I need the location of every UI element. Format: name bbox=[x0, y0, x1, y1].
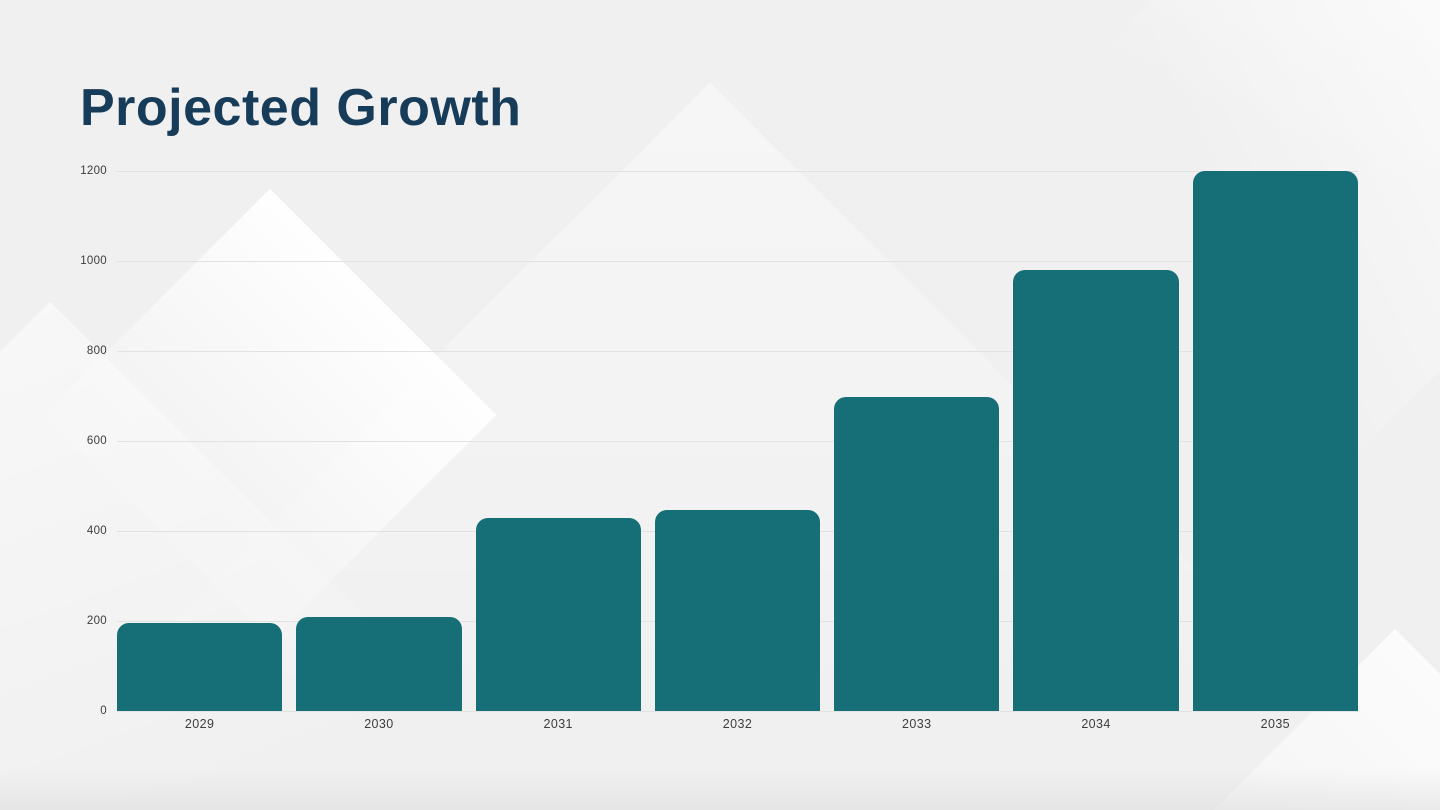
y-axis-tick-label: 0 bbox=[100, 705, 107, 717]
y-axis-tick-label: 800 bbox=[86, 345, 107, 357]
bar-slot-2030: 2030 bbox=[296, 171, 462, 731]
gridline-800 bbox=[117, 351, 1358, 352]
y-axis-tick-label: 200 bbox=[86, 615, 107, 627]
x-axis-tick-label: 2034 bbox=[1081, 717, 1111, 731]
bar-2033 bbox=[834, 396, 1000, 711]
y-axis-tick-label: 400 bbox=[86, 525, 107, 537]
background-bottom-gradient bbox=[0, 768, 1440, 810]
bar-slot-2033: 2033 bbox=[834, 171, 1000, 731]
gridline-1200 bbox=[117, 171, 1358, 172]
bar-2030 bbox=[296, 617, 462, 711]
x-axis-tick-label: 2031 bbox=[543, 717, 573, 731]
page-title: Projected Growth bbox=[80, 79, 522, 137]
bar-slot-2029: 2029 bbox=[117, 171, 283, 731]
y-axis-tick-label: 1000 bbox=[80, 255, 107, 267]
bars-row: 2029 2030 2031 2032 2033 2034 2035 bbox=[117, 171, 1358, 731]
bar-slot-2031: 2031 bbox=[475, 171, 641, 731]
y-axis-tick-label: 600 bbox=[86, 435, 107, 447]
bar-slot-2035: 2035 bbox=[1192, 171, 1358, 731]
bar-slot-2034: 2034 bbox=[1013, 171, 1179, 731]
bar-2032 bbox=[654, 509, 821, 711]
bar-2031 bbox=[475, 517, 641, 711]
bar-2034 bbox=[1013, 270, 1179, 711]
bar-2029 bbox=[117, 622, 283, 711]
y-axis-tick-label: 1200 bbox=[80, 165, 107, 177]
x-axis-tick-label: 2033 bbox=[902, 717, 932, 731]
x-axis-tick-label: 2035 bbox=[1260, 717, 1291, 731]
bar-slot-2032: 2032 bbox=[654, 171, 821, 731]
bar-2035 bbox=[1192, 171, 1358, 711]
projected-growth-chart: 0 200 400 600 800 1000 1200 2029 2030 2031 2032 20… bbox=[80, 165, 1358, 731]
x-axis-tick-label: 2030 bbox=[364, 717, 394, 731]
x-axis-tick-label: 2032 bbox=[722, 717, 753, 731]
gridline-1000 bbox=[117, 261, 1358, 262]
gridline-600 bbox=[117, 441, 1358, 442]
gridline-0 bbox=[117, 711, 1358, 712]
x-axis-tick-label: 2029 bbox=[184, 717, 215, 731]
